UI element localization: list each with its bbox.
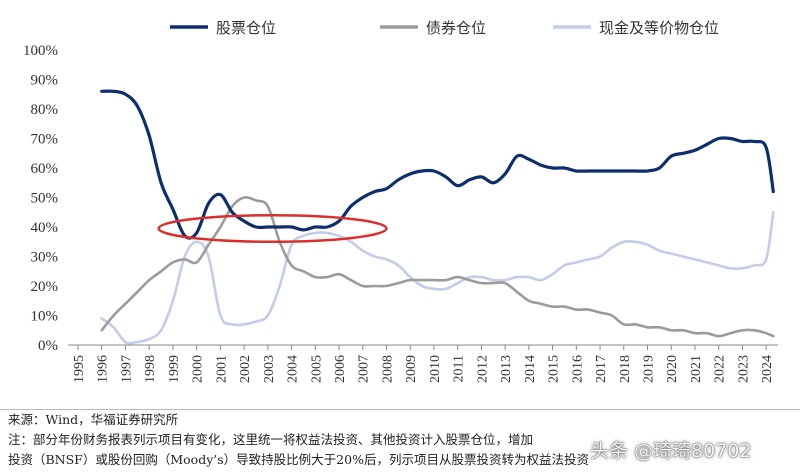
x-tick-label: 2008 <box>380 355 395 383</box>
x-axis: 1995 1996 1997 1998 1999 2000 2001 2002 2003 2004… <box>68 344 778 383</box>
y-tick-label: 80% <box>31 102 59 118</box>
series-lines <box>100 89 775 345</box>
x-tick-label: 2000 <box>191 355 206 383</box>
x-tick-label: 2018 <box>618 355 633 383</box>
y-tick-label: 0% <box>38 338 58 354</box>
x-tick-label: 2002 <box>238 355 253 383</box>
x-tick-label: 2006 <box>333 355 348 383</box>
y-tick-label: 40% <box>31 220 59 236</box>
y-tick-label: 100% <box>23 43 58 59</box>
legend-label-1: 债券仓位 <box>426 19 486 37</box>
series-line-2 <box>100 211 775 345</box>
y-tick-label: 10% <box>31 309 59 325</box>
x-tick-label: 2019 <box>641 355 656 383</box>
x-tick-label: 2003 <box>262 355 277 383</box>
y-axis: 0% 10% 20% 30% 40% 50% 60% 70% 80% 90% 100% <box>23 43 58 354</box>
footnote-line-2: 投资（BNSF）或股份回购（Moody’s）导致持股比例大于20%后，列示项目从… <box>8 452 589 467</box>
y-tick-label: 20% <box>31 279 59 295</box>
x-tick-label: 2020 <box>665 355 680 383</box>
legend-label-0: 股票仓位 <box>216 19 276 37</box>
y-tick-label: 30% <box>31 250 59 266</box>
y-tick-label: 60% <box>31 161 59 177</box>
x-tick-label: 2012 <box>475 355 490 383</box>
y-tick-label: 90% <box>31 73 59 89</box>
x-tick-label: 2021 <box>689 355 704 383</box>
highlight-annotation <box>157 213 388 244</box>
x-tick-label: 1997 <box>119 355 134 383</box>
series-line-0 <box>100 89 775 240</box>
x-tick-label: 2022 <box>713 355 728 383</box>
x-tick-label: 2011 <box>452 355 467 382</box>
source-note: 来源：Wind，华福证券研究所 <box>8 412 179 427</box>
x-tick-label: 1998 <box>143 355 158 383</box>
x-tick-label: 2013 <box>499 355 514 383</box>
x-tick-label: 2014 <box>523 355 538 383</box>
x-tick-label: 1996 <box>96 355 111 383</box>
x-tick-label: 2007 <box>357 355 372 383</box>
footnote-line-1: 注：部分年份财务报表列示项目有变化，这里统一将权益法投资、其他投资计入股票仓位，… <box>8 432 534 447</box>
y-tick-label: 50% <box>31 191 59 207</box>
watermark: 头条 @琦琦80702 <box>590 440 752 462</box>
y-tick-label: 70% <box>31 132 59 148</box>
separator-line <box>0 409 800 410</box>
x-tick-label: 2009 <box>404 355 419 383</box>
series-line-1 <box>100 195 775 338</box>
x-tick-label: 2010 <box>428 355 443 383</box>
x-tick-label: 2017 <box>594 355 609 383</box>
x-tick-label: 2015 <box>547 355 562 383</box>
chart-legend: 股票仓位 债券仓位 现金及等价物仓位 <box>170 19 719 37</box>
legend-label-2: 现金及等价物仓位 <box>599 19 719 37</box>
x-tick-label: 2004 <box>286 355 301 383</box>
chart-notes: 来源：Wind，华福证券研究所 注：部分年份财务报表列示项目有变化，这里统一将权… <box>8 410 798 470</box>
x-tick-label: 2001 <box>214 355 229 383</box>
highlight-ellipse <box>157 213 388 244</box>
x-tick-label: 2024 <box>760 355 775 383</box>
line-chart: 股票仓位 债券仓位 现金及等价物仓位 0% 10% 20% 30% 40% 50% 60% 70%… <box>23 19 778 383</box>
x-tick-label: 1999 <box>167 355 182 383</box>
x-tick-label: 2023 <box>736 355 751 383</box>
x-tick-label: 2016 <box>570 355 585 383</box>
x-tick-label: 1995 <box>72 355 87 383</box>
x-tick-label: 2005 <box>309 355 324 383</box>
